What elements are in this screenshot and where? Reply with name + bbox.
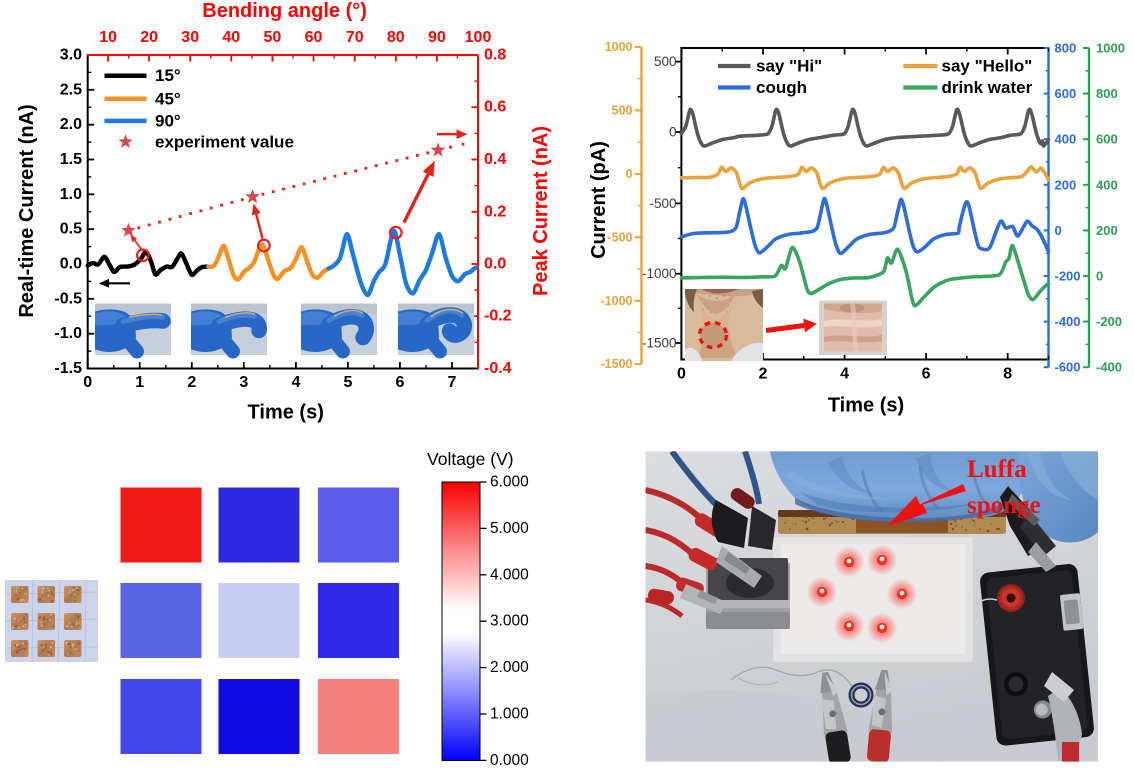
svg-text:90°: 90° bbox=[155, 111, 181, 130]
svg-text:Time (s): Time (s) bbox=[828, 395, 904, 417]
svg-text:600: 600 bbox=[1055, 86, 1077, 101]
svg-text:drink water: drink water bbox=[942, 78, 1033, 97]
svg-text:500: 500 bbox=[654, 54, 677, 69]
svg-text:-600: -600 bbox=[1055, 360, 1081, 375]
svg-text:200: 200 bbox=[1096, 223, 1118, 238]
svg-text:2.0: 2.0 bbox=[60, 116, 82, 133]
svg-text:0.4: 0.4 bbox=[484, 151, 506, 168]
svg-text:3.0: 3.0 bbox=[60, 47, 82, 64]
svg-text:-500: -500 bbox=[607, 230, 632, 244]
svg-text:3: 3 bbox=[239, 374, 248, 391]
svg-text:7: 7 bbox=[448, 374, 457, 391]
svg-text:4: 4 bbox=[840, 366, 849, 383]
svg-text:50: 50 bbox=[264, 29, 282, 46]
svg-text:0.0: 0.0 bbox=[484, 256, 506, 273]
svg-text:6: 6 bbox=[395, 374, 404, 391]
svg-text:1.000: 1.000 bbox=[490, 706, 529, 723]
svg-text:1000: 1000 bbox=[1096, 41, 1125, 56]
svg-text:1.0: 1.0 bbox=[60, 186, 82, 203]
svg-text:1000: 1000 bbox=[605, 40, 633, 54]
svg-text:-0.2: -0.2 bbox=[484, 308, 512, 325]
svg-text:15°: 15° bbox=[155, 66, 181, 85]
svg-text:-400: -400 bbox=[1096, 360, 1122, 375]
svg-text:2: 2 bbox=[759, 366, 768, 383]
svg-text:4: 4 bbox=[291, 374, 300, 391]
svg-text:-1500: -1500 bbox=[601, 357, 633, 371]
svg-text:0: 0 bbox=[1096, 269, 1103, 284]
svg-text:800: 800 bbox=[1096, 86, 1118, 101]
svg-text:8: 8 bbox=[1003, 366, 1012, 383]
svg-text:0: 0 bbox=[677, 366, 686, 383]
svg-text:400: 400 bbox=[1055, 132, 1077, 147]
svg-text:-500: -500 bbox=[649, 196, 676, 211]
svg-text:Time (s): Time (s) bbox=[248, 402, 324, 424]
svg-text:3.000: 3.000 bbox=[490, 613, 529, 630]
svg-text:0: 0 bbox=[669, 125, 677, 140]
svg-text:Luffa: Luffa bbox=[967, 456, 1027, 483]
svg-text:1.5: 1.5 bbox=[60, 151, 82, 168]
svg-text:800: 800 bbox=[1055, 41, 1077, 56]
svg-text:40: 40 bbox=[222, 29, 240, 46]
svg-text:say "Hello": say "Hello" bbox=[942, 57, 1033, 76]
svg-text:-0.4: -0.4 bbox=[484, 360, 512, 377]
svg-text:-1000: -1000 bbox=[601, 294, 633, 308]
svg-text:0.2: 0.2 bbox=[484, 203, 506, 220]
svg-text:experiment value: experiment value bbox=[155, 132, 294, 151]
svg-text:-1.5: -1.5 bbox=[54, 360, 82, 377]
svg-text:6.000: 6.000 bbox=[490, 474, 529, 491]
svg-text:0: 0 bbox=[83, 374, 92, 391]
svg-text:0.000: 0.000 bbox=[490, 752, 529, 769]
svg-text:-400: -400 bbox=[1055, 314, 1081, 329]
svg-text:20: 20 bbox=[140, 29, 158, 46]
svg-text:say "Hi": say "Hi" bbox=[756, 57, 822, 76]
svg-text:2: 2 bbox=[187, 374, 196, 391]
svg-text:70: 70 bbox=[346, 29, 364, 46]
svg-text:Bending angle (°): Bending angle (°) bbox=[202, 0, 367, 22]
svg-text:0: 0 bbox=[1055, 223, 1062, 238]
svg-text:Current (pA): Current (pA) bbox=[588, 141, 610, 259]
svg-text:0.5: 0.5 bbox=[60, 221, 82, 238]
svg-text:10: 10 bbox=[99, 29, 117, 46]
svg-text:1: 1 bbox=[135, 374, 144, 391]
svg-text:sponge: sponge bbox=[967, 492, 1041, 519]
svg-text:100: 100 bbox=[465, 29, 492, 46]
svg-text:Peak Current (nA): Peak Current (nA) bbox=[530, 126, 552, 296]
svg-text:500: 500 bbox=[612, 103, 633, 117]
svg-text:2.5: 2.5 bbox=[60, 81, 82, 98]
svg-text:200: 200 bbox=[1055, 177, 1077, 192]
svg-text:90: 90 bbox=[428, 29, 446, 46]
svg-text:0.8: 0.8 bbox=[484, 47, 506, 64]
svg-text:600: 600 bbox=[1096, 132, 1118, 147]
svg-text:60: 60 bbox=[305, 29, 323, 46]
svg-text:30: 30 bbox=[181, 29, 199, 46]
svg-text:cough: cough bbox=[756, 78, 807, 97]
svg-text:-1.0: -1.0 bbox=[54, 325, 82, 342]
svg-text:2.000: 2.000 bbox=[490, 659, 529, 676]
svg-text:-0.5: -0.5 bbox=[54, 290, 82, 307]
svg-text:-1000: -1000 bbox=[642, 266, 677, 281]
svg-text:0: 0 bbox=[626, 167, 633, 181]
svg-text:Voltage (V): Voltage (V) bbox=[427, 449, 514, 469]
svg-text:5: 5 bbox=[343, 374, 352, 391]
svg-text:0.0: 0.0 bbox=[60, 256, 82, 273]
svg-text:45°: 45° bbox=[155, 89, 181, 108]
svg-text:Real-time Current (nA): Real-time Current (nA) bbox=[16, 104, 38, 317]
svg-text:-200: -200 bbox=[1055, 269, 1081, 284]
svg-text:4.000: 4.000 bbox=[490, 566, 529, 583]
svg-text:80: 80 bbox=[387, 29, 405, 46]
svg-text:5.000: 5.000 bbox=[490, 520, 529, 537]
svg-text:0.6: 0.6 bbox=[484, 99, 506, 116]
svg-text:-200: -200 bbox=[1096, 314, 1122, 329]
svg-text:-1500: -1500 bbox=[642, 336, 677, 351]
svg-text:6: 6 bbox=[922, 366, 931, 383]
svg-text:400: 400 bbox=[1096, 177, 1118, 192]
